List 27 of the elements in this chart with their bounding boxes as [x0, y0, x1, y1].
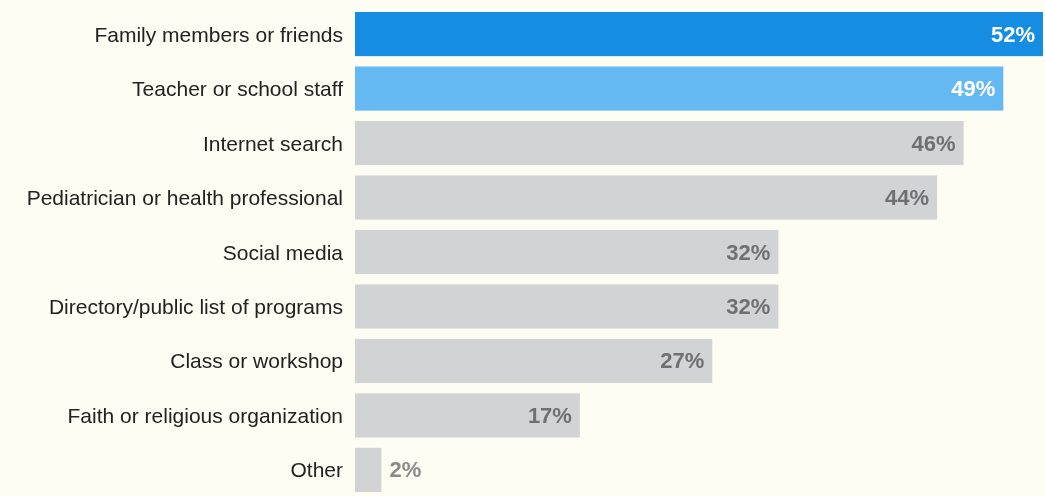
- bar: [355, 120, 964, 166]
- y-tick-label: Other: [290, 458, 343, 482]
- y-tick-label: Directory/public list of programs: [48, 294, 343, 318]
- bar: [355, 338, 713, 384]
- y-tick-label: Social media: [222, 240, 344, 264]
- y-tick-label: Faith or religious organization: [67, 403, 343, 427]
- y-tick-label: Class or workshop: [170, 349, 343, 373]
- data-label: 52%: [990, 21, 1035, 47]
- y-tick-label: Teacher or school staff: [132, 77, 344, 101]
- bar: [355, 393, 580, 438]
- bar: [355, 284, 779, 329]
- data-label: 49%: [951, 76, 996, 102]
- data-label: 46%: [911, 130, 956, 156]
- data-label: 2%: [389, 457, 422, 483]
- y-tick-label: Internet search: [202, 131, 343, 155]
- data-label: 27%: [660, 348, 705, 374]
- bar: [355, 66, 1004, 111]
- data-label: 32%: [726, 293, 771, 319]
- bar: [355, 229, 779, 275]
- y-tick-label: Family members or friends: [94, 22, 343, 46]
- data-label: 44%: [885, 185, 930, 211]
- bar: [355, 12, 1043, 57]
- bar: [355, 175, 938, 220]
- y-tick-label: Pediatrician or health professional: [26, 186, 343, 210]
- data-label: 17%: [527, 402, 572, 428]
- bar: [355, 447, 382, 492]
- data-label: 32%: [726, 239, 771, 265]
